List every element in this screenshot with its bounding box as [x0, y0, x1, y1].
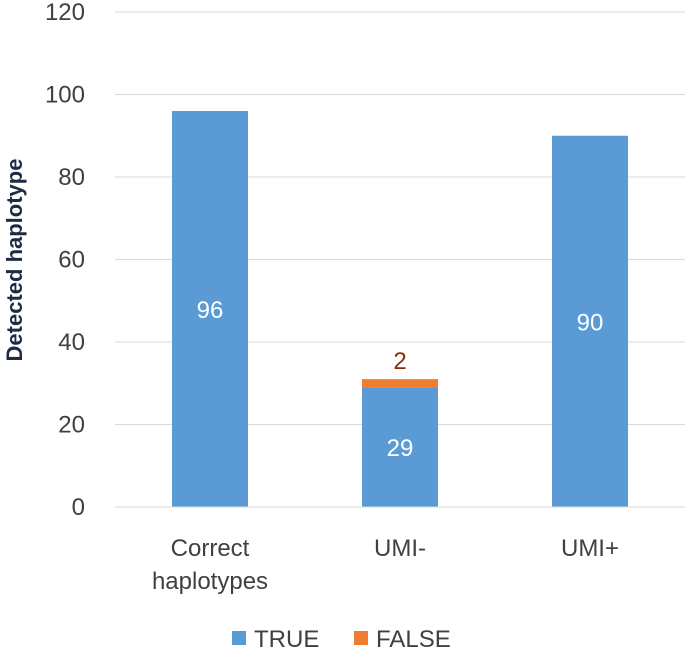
y-axis-ticks: 0 20 40 60 80 100 120 [45, 0, 85, 521]
x-category-label: UMI+ [561, 535, 619, 562]
x-category-label: Correct [171, 535, 250, 562]
data-label: 90 [577, 309, 604, 336]
y-tick-label: 0 [72, 494, 85, 521]
bar-true [552, 135, 628, 507]
x-axis: Correct haplotypes UMI- UMI+ [115, 506, 685, 595]
x-category-label: UMI- [374, 535, 426, 562]
bar-true [172, 111, 248, 507]
legend: TRUE FALSE [232, 626, 451, 653]
legend-label: TRUE [254, 626, 319, 653]
legend-swatch [232, 631, 246, 645]
y-tick-label: 20 [58, 412, 85, 439]
bar-false [362, 379, 438, 388]
y-tick-label: 100 [45, 82, 85, 109]
data-label: 29 [387, 435, 414, 462]
data-label: 2 [393, 348, 406, 375]
bar-true [362, 387, 438, 507]
x-category-label: haplotypes [152, 568, 268, 595]
legend-label: FALSE [376, 626, 451, 653]
bars: 96 29 2 90 [172, 111, 628, 507]
y-tick-label: 120 [45, 0, 85, 26]
legend-swatch [354, 631, 368, 645]
y-tick-label: 60 [58, 247, 85, 274]
y-axis-label: Detected haplotype [2, 159, 27, 362]
y-tick-label: 40 [58, 329, 85, 356]
y-tick-label: 80 [58, 164, 85, 191]
data-label: 96 [197, 297, 224, 324]
